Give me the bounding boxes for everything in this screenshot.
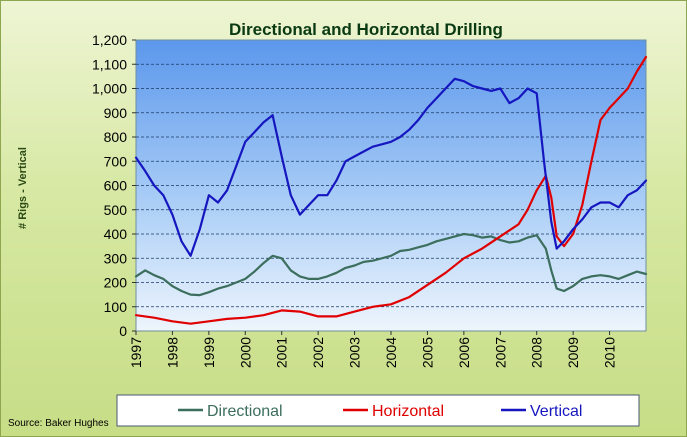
series-lines — [134, 55, 648, 325]
x-tick-label: 2002 — [310, 337, 326, 368]
x-tick-label: 2004 — [383, 337, 399, 368]
legend-label-directional: Directional — [207, 403, 283, 420]
legend-label-vertical: Vertical — [530, 403, 582, 420]
y-tick-label: 800 — [104, 129, 128, 145]
y-tick-label: 600 — [104, 178, 128, 194]
x-tick-label: 1999 — [201, 337, 217, 368]
x-tick-label: 1997 — [128, 337, 144, 368]
grid-lines — [136, 63, 646, 308]
y-tick-label: 1,100 — [92, 56, 127, 72]
legend-box — [116, 394, 640, 427]
source-note: Source: Baker Hughes — [8, 418, 109, 429]
series-line-horizontal — [134, 55, 648, 325]
legend-label-horizontal: Horizontal — [372, 403, 444, 420]
x-tick-label: 2001 — [274, 337, 290, 368]
y-tick-label: 500 — [104, 202, 128, 218]
x-tick-label: 2003 — [347, 337, 363, 368]
y-tick-label: 300 — [104, 250, 128, 266]
x-tick-label: 2010 — [602, 337, 618, 368]
x-tick-label: 1998 — [164, 337, 180, 368]
y-axis-ticks: 0 100 200 300 400 500 600 700 800 900 1,000 1,100 1,… — [92, 32, 136, 339]
y-tick-label: 1,000 — [92, 81, 127, 97]
legend: Directional Horizontal Vertical — [178, 403, 582, 420]
series-line-vertical — [134, 77, 648, 257]
x-tick-label: 2000 — [237, 337, 253, 368]
y-tick-label: 1,200 — [92, 32, 127, 48]
x-tick-label: 2008 — [529, 337, 545, 368]
y-tick-label: 400 — [104, 226, 128, 242]
y-tick-label: 700 — [104, 153, 128, 169]
y-axis-label: # Rigs - Vertical — [17, 147, 29, 229]
x-tick-label: 2007 — [492, 337, 508, 368]
y-tick-label: 0 — [119, 323, 127, 339]
y-tick-label: 200 — [104, 275, 128, 291]
y-tick-label: 100 — [104, 299, 128, 315]
x-tick-label: 2005 — [419, 337, 435, 368]
y-tick-label: 900 — [104, 105, 128, 121]
series-line-directional — [134, 232, 648, 297]
x-axis-ticks: 1997 1998 1999 2000 2001 2002 2003 2004 2005 2006… — [128, 331, 618, 368]
chart-title: Directional and Horizontal Drilling — [229, 20, 503, 39]
x-tick-label: 2009 — [565, 337, 581, 368]
x-tick-label: 2006 — [456, 337, 472, 368]
